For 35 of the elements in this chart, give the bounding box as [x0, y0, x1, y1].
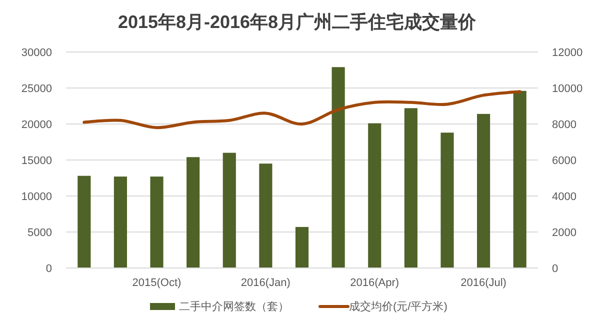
- x-tick-label: 2016(Jul): [460, 277, 506, 289]
- x-tick-label: 2015(Oct): [132, 277, 182, 289]
- legend-label: 成交均价(元/平方米): [349, 300, 448, 313]
- y-tick-label: 10000: [21, 191, 52, 203]
- y-tick-label: 5000: [28, 227, 52, 239]
- x-tick-label: 2016(Jan): [240, 277, 290, 289]
- bar: [477, 114, 490, 268]
- y2-tick-label: 6000: [552, 155, 576, 167]
- y2-tick-label: 0: [552, 263, 558, 275]
- bar: [368, 123, 382, 268]
- line-series: [82, 90, 522, 130]
- bar: [404, 108, 418, 268]
- y-tick-label: 15000: [21, 155, 52, 167]
- y2-tick-label: 2000: [552, 227, 576, 239]
- bar: [513, 90, 526, 268]
- y-tick-label: 0: [46, 263, 52, 275]
- legend-label: 二手中介网签数（套）: [179, 300, 289, 313]
- y-tick-label: 25000: [21, 83, 52, 95]
- bar: [78, 176, 91, 268]
- y2-tick-label: 10000: [552, 83, 583, 95]
- y2-tick-label: 8000: [552, 119, 576, 131]
- bar: [332, 67, 345, 268]
- bar: [222, 152, 236, 268]
- bar: [440, 132, 454, 268]
- bar: [150, 176, 164, 268]
- y-tick-label: 20000: [21, 119, 52, 131]
- y-tick-label: 30000: [21, 47, 52, 59]
- bar: [114, 176, 127, 268]
- y2-tick-label: 12000: [552, 47, 583, 59]
- x-tick-label: 2016(Apr): [350, 277, 400, 289]
- chart-title: 2015年8月-2016年8月广州二手住宅成交量价: [118, 12, 478, 32]
- bar: [186, 157, 200, 268]
- bar: [295, 226, 309, 268]
- y2-tick-label: 4000: [552, 191, 576, 203]
- bar: [259, 164, 272, 268]
